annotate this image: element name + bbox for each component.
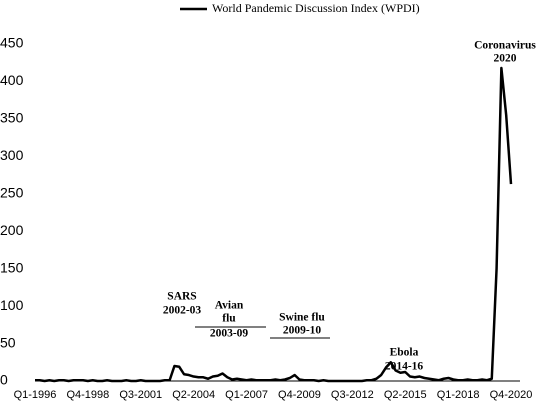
x-tick-label: Q4-2009 [278, 389, 321, 401]
y-tick-label: 100 [0, 297, 24, 313]
y-tick-label: 0 [0, 372, 8, 388]
x-tick-label: Q1-2007 [225, 389, 268, 401]
x-tick-label: Q3-2012 [331, 389, 374, 401]
x-tick-label: Q2-2015 [384, 389, 427, 401]
annotation: 2020 [494, 53, 517, 65]
y-tick-label: 400 [0, 72, 24, 88]
x-tick-label: Q3-2001 [119, 389, 162, 401]
y-tick-label: 450 [0, 35, 24, 51]
annotation: 2003-09 [210, 328, 249, 340]
y-tick-label: 350 [0, 110, 24, 126]
annotation: Ebola [390, 347, 419, 359]
annotation: SARS [167, 291, 196, 303]
y-tick-label: 250 [0, 184, 24, 200]
annotation: flu [222, 313, 236, 325]
annotation: 2002-03 [163, 305, 202, 317]
y-tick-label: 50 [0, 334, 16, 350]
annotation: 2014-16 [385, 361, 424, 373]
x-tick-label: Q4-1998 [66, 389, 109, 401]
data-line [35, 66, 513, 383]
annotation: 2009-10 [283, 325, 322, 337]
x-tick-label: Q1-1996 [14, 389, 57, 401]
x-tick-label: Q1-2018 [437, 389, 480, 401]
y-tick-label: 150 [0, 259, 24, 275]
annotation: Swine flu [279, 312, 325, 324]
x-tick-label: Q4-2020 [490, 389, 533, 401]
annotation: Coronavirus [474, 40, 536, 52]
x-tick-label: Q2-2004 [172, 389, 215, 401]
annotation: Avian [215, 300, 244, 312]
y-tick-label: 200 [0, 222, 24, 238]
legend-label: World Pandemic Discussion Index (WPDI) [212, 1, 420, 15]
y-tick-label: 300 [0, 147, 24, 163]
